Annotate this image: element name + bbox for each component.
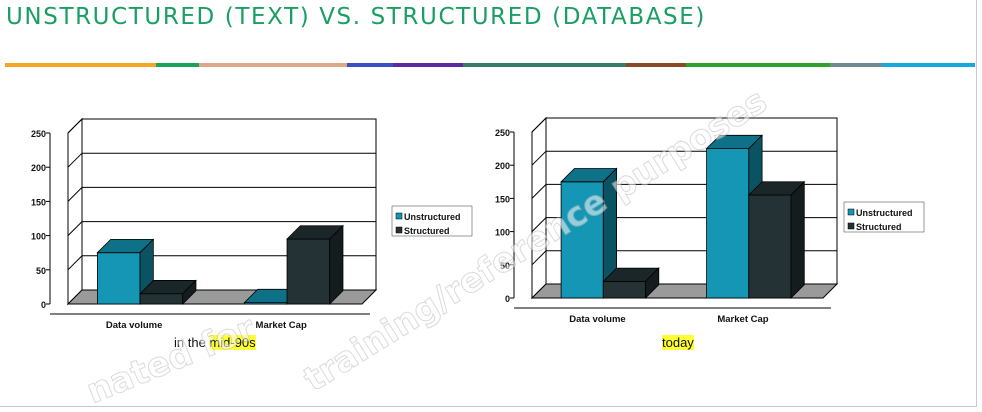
y-tick-label: 100 bbox=[31, 232, 46, 242]
legend-box bbox=[843, 201, 925, 233]
legend-box bbox=[391, 205, 473, 237]
caption-highlight-today: today bbox=[662, 335, 694, 350]
gridline bbox=[67, 221, 376, 236]
x-category-label: Market Cap bbox=[717, 314, 768, 325]
y-tick-label: 200 bbox=[31, 163, 46, 173]
accent-strip-segment bbox=[830, 63, 882, 67]
accent-strip-segment bbox=[156, 63, 199, 67]
x-category-label: Market Cap bbox=[256, 320, 307, 331]
bar-side bbox=[790, 180, 805, 299]
bar-front bbox=[602, 280, 646, 299]
accent-strip-segment bbox=[393, 63, 463, 67]
legend-swatch bbox=[395, 226, 403, 234]
bar-front bbox=[706, 148, 750, 299]
accent-strip-segment bbox=[5, 63, 156, 67]
accent-strip-segment bbox=[626, 63, 686, 67]
accent-strip-segment bbox=[463, 63, 626, 67]
y-tick-label: 0 bbox=[505, 294, 510, 304]
gridline bbox=[67, 186, 376, 202]
y-tick-label: 200 bbox=[495, 161, 510, 171]
y-tick-label: 50 bbox=[36, 266, 46, 276]
gridline bbox=[67, 118, 376, 134]
accent-strip-segment bbox=[199, 63, 347, 67]
chart-today: 0 50 100 150 200 250 Data volume Market Cap Unst… bbox=[495, 116, 925, 325]
gridline bbox=[67, 255, 376, 271]
plot-side-wall bbox=[531, 116, 547, 300]
chart-legend: Unstructured Structured bbox=[843, 201, 925, 233]
y-tick-label: 0 bbox=[41, 300, 46, 310]
legend-swatch bbox=[847, 208, 855, 216]
slide-title: UNSTRUCTURED (TEXT) VS. STRUCTURED (DATA… bbox=[6, 4, 706, 30]
y-tick-label: 250 bbox=[495, 128, 510, 138]
bar-front bbox=[748, 194, 792, 299]
legend-label: Unstructured bbox=[404, 212, 461, 222]
accent-strip-segment bbox=[347, 63, 393, 67]
bar-side bbox=[182, 279, 197, 305]
accent-strip-segment bbox=[686, 63, 830, 67]
x-category-label: Data volume bbox=[106, 320, 163, 331]
legend-label: Structured bbox=[856, 222, 902, 232]
bar-side bbox=[329, 224, 344, 305]
accent-strip-segment bbox=[882, 63, 975, 67]
legend-swatch bbox=[395, 212, 403, 220]
bar-front bbox=[286, 238, 331, 305]
y-tick-label: 100 bbox=[495, 228, 510, 238]
chart-legend: Unstructured Structured bbox=[391, 205, 473, 237]
y-tick-label: 50 bbox=[500, 261, 510, 271]
bar-front bbox=[560, 181, 604, 299]
bar-front bbox=[97, 252, 141, 305]
bar-side bbox=[645, 267, 660, 299]
legend-label: Unstructured bbox=[856, 208, 913, 218]
chart-mid-90s: 0 50 100 150 200 250 Data volume Market Cap Unst… bbox=[31, 117, 473, 331]
y-tick-label: 150 bbox=[495, 194, 510, 204]
legend-swatch bbox=[847, 222, 855, 230]
gridline bbox=[531, 117, 837, 133]
plot-side-wall bbox=[67, 117, 83, 306]
caption-today: today bbox=[662, 335, 694, 350]
caption-mid-90s: in the mid-90s bbox=[174, 335, 256, 350]
legend-label: Structured bbox=[404, 226, 450, 236]
accent-strip bbox=[5, 63, 975, 67]
gridline bbox=[67, 152, 376, 168]
y-tick-label: 150 bbox=[31, 197, 46, 207]
bar-front bbox=[139, 293, 184, 305]
caption-highlight-mid-90s: mid-90s bbox=[209, 335, 256, 350]
y-tick-label: 250 bbox=[31, 129, 46, 139]
caption-prefix: in the bbox=[174, 335, 210, 350]
x-category-label: Data volume bbox=[569, 314, 626, 325]
